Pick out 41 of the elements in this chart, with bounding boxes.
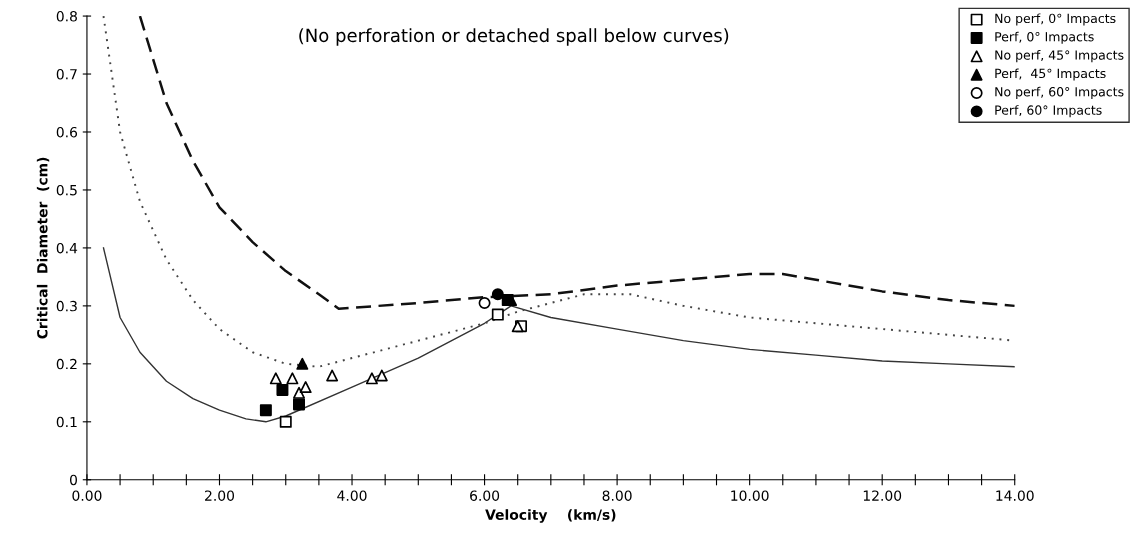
legend-label: No perf, 45° Impacts <box>995 50 1124 63</box>
x-tick-label: 4.00 <box>337 490 367 501</box>
x-tick-label: 10.00 <box>731 490 769 501</box>
point <box>286 372 299 385</box>
point <box>365 372 378 385</box>
y-tick-label: 0.5 <box>56 184 77 196</box>
y-axis-title: Critical Diameter (cm) <box>36 157 50 339</box>
point <box>478 296 491 309</box>
x-tick-label: 0.00 <box>72 490 102 501</box>
point <box>293 398 305 411</box>
legend-label: Perf, 45° Impacts <box>995 68 1106 81</box>
y-tick-label: 0.1 <box>56 416 77 428</box>
x-tick-label: 8.00 <box>602 490 632 501</box>
y-tick-label: 0.2 <box>56 358 77 370</box>
legend-label: Perf, 60° Impacts <box>995 105 1102 118</box>
legend-label: No perf, 60° Impacts <box>995 86 1124 99</box>
point <box>326 369 339 382</box>
point <box>491 288 504 301</box>
y-tick-label: 0.3 <box>56 300 77 312</box>
y-tick-label: 0.8 <box>56 11 77 22</box>
legend-label: Perf, 0° Impacts <box>995 31 1094 44</box>
point <box>511 320 524 333</box>
x-tick-label: 14.00 <box>996 490 1034 501</box>
point <box>299 381 312 394</box>
point <box>276 383 289 396</box>
x-axis-title: Velocity (km/s) <box>485 509 616 523</box>
x-tick-label: 6.00 <box>470 490 500 501</box>
y-tick-label: 0 <box>70 474 77 486</box>
point <box>279 415 292 428</box>
y-tick-label: 0.4 <box>56 242 78 254</box>
x-tick-label: 2.00 <box>205 490 235 501</box>
point <box>259 404 272 417</box>
point <box>296 357 309 370</box>
point <box>269 372 282 385</box>
y-tick-label: 0.6 <box>56 126 78 138</box>
x-tick-label: 12.00 <box>863 490 902 501</box>
point <box>491 308 504 321</box>
annotation: (No perforation or detached spall below curves) <box>299 28 729 46</box>
point <box>375 369 388 382</box>
y-tick-label: 0.7 <box>56 69 77 80</box>
legend-label: No perf, 0° Impacts <box>995 13 1116 26</box>
